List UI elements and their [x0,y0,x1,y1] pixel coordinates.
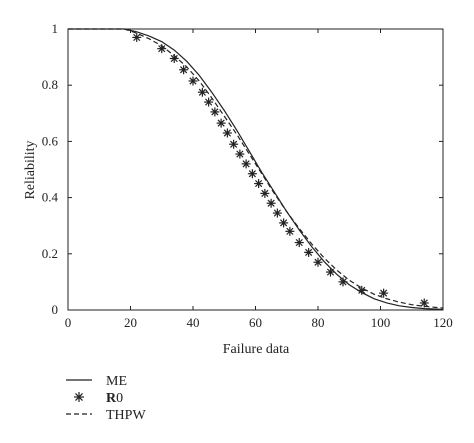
data-point-r0 [285,226,295,236]
data-point-r0 [254,179,264,189]
x-tick-label: 0 [65,315,72,330]
y-tick-label: 0.4 [42,190,59,205]
legend-item-thpw: THPW [66,408,146,423]
legend-item-r0: R0 [74,391,123,406]
data-point-r0 [294,238,304,248]
y-axis-label: Reliability [23,140,38,199]
series-layer [68,28,444,311]
data-point-r0 [326,267,335,277]
y-tick-label: 1 [52,21,59,36]
data-point-r0 [272,208,282,218]
data-point-r0 [222,128,232,138]
plot-frame [67,28,444,311]
data-point-r0 [229,139,239,149]
x-tick-label: 100 [371,315,391,330]
data-point-r0 [235,149,245,159]
data-point-r0 [241,159,251,169]
data-point-r0 [197,87,207,97]
legend: ME R0 THPW [66,374,146,423]
legend-label: THPW [106,408,146,423]
data-point-r0 [204,97,214,107]
x-tick-label: 120 [433,315,453,330]
series-line-me [68,28,444,311]
data-point-r0 [266,198,276,208]
legend-label: R0 [106,391,123,406]
plot-axes: 0 20 40 60 80 100 120 0 0.2 0.4 0.6 0.8 1 [42,21,453,330]
y-tick-label: 0.2 [42,246,58,261]
x-axis-label: Failure data [223,342,290,357]
data-point-r0 [132,32,142,42]
data-point-r0 [179,65,189,75]
data-point-r0 [304,247,314,257]
data-point-r0 [357,285,367,295]
data-point-r0 [169,54,179,64]
x-tick-label: 60 [249,315,262,330]
data-point-r0 [260,188,270,198]
data-point-r0 [313,257,323,267]
y-tick-label: 0.8 [42,77,58,92]
data-point-r0 [379,288,389,298]
x-tick-label: 40 [187,315,200,330]
legend-item-me: ME [66,374,127,389]
legend-swatch [74,392,84,402]
data-point-r0 [188,76,198,86]
y-tick-label: 0 [52,302,59,317]
data-point-r0 [279,218,289,228]
y-tick-label: 0.6 [42,133,59,148]
x-tick-label: 20 [124,315,137,330]
series-line-thpw [68,28,444,309]
data-point-r0 [419,298,429,308]
data-point-r0 [338,277,348,287]
legend-label: ME [106,374,127,389]
data-point-r0 [216,118,226,128]
x-tick-label: 80 [312,315,325,330]
data-point-r0 [210,107,220,117]
data-point-r0 [247,169,257,179]
